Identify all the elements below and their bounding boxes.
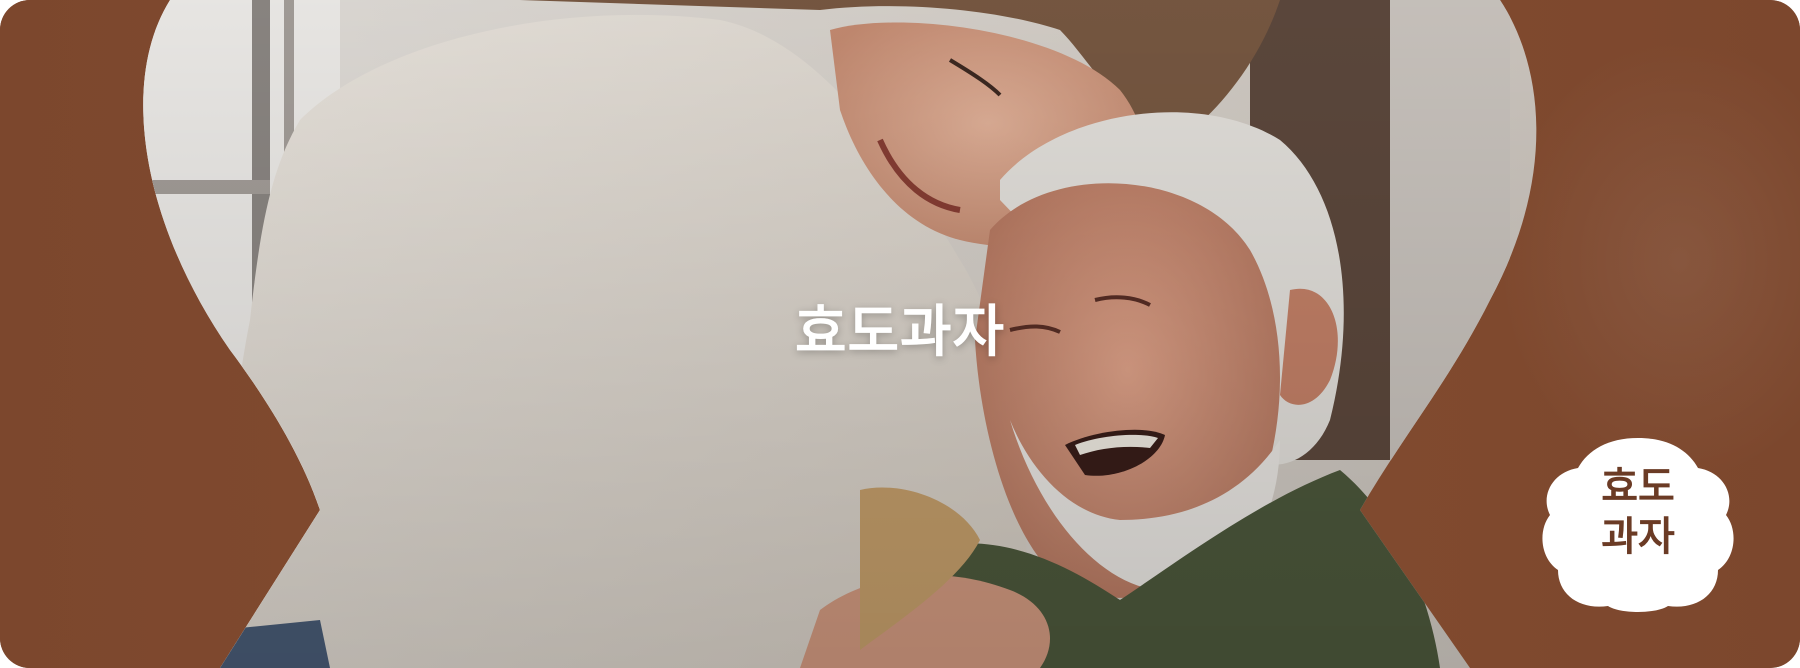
logo-wordmark: 효도 과자: [1538, 462, 1738, 562]
logo-line-1: 효도: [1601, 464, 1675, 510]
banner-title: 효도과자: [794, 300, 1006, 365]
logo-line-2: 과자: [1601, 514, 1675, 560]
cloud-badge-icon: [1542, 438, 1734, 612]
brand-logo: 효도 과자: [1538, 430, 1738, 615]
